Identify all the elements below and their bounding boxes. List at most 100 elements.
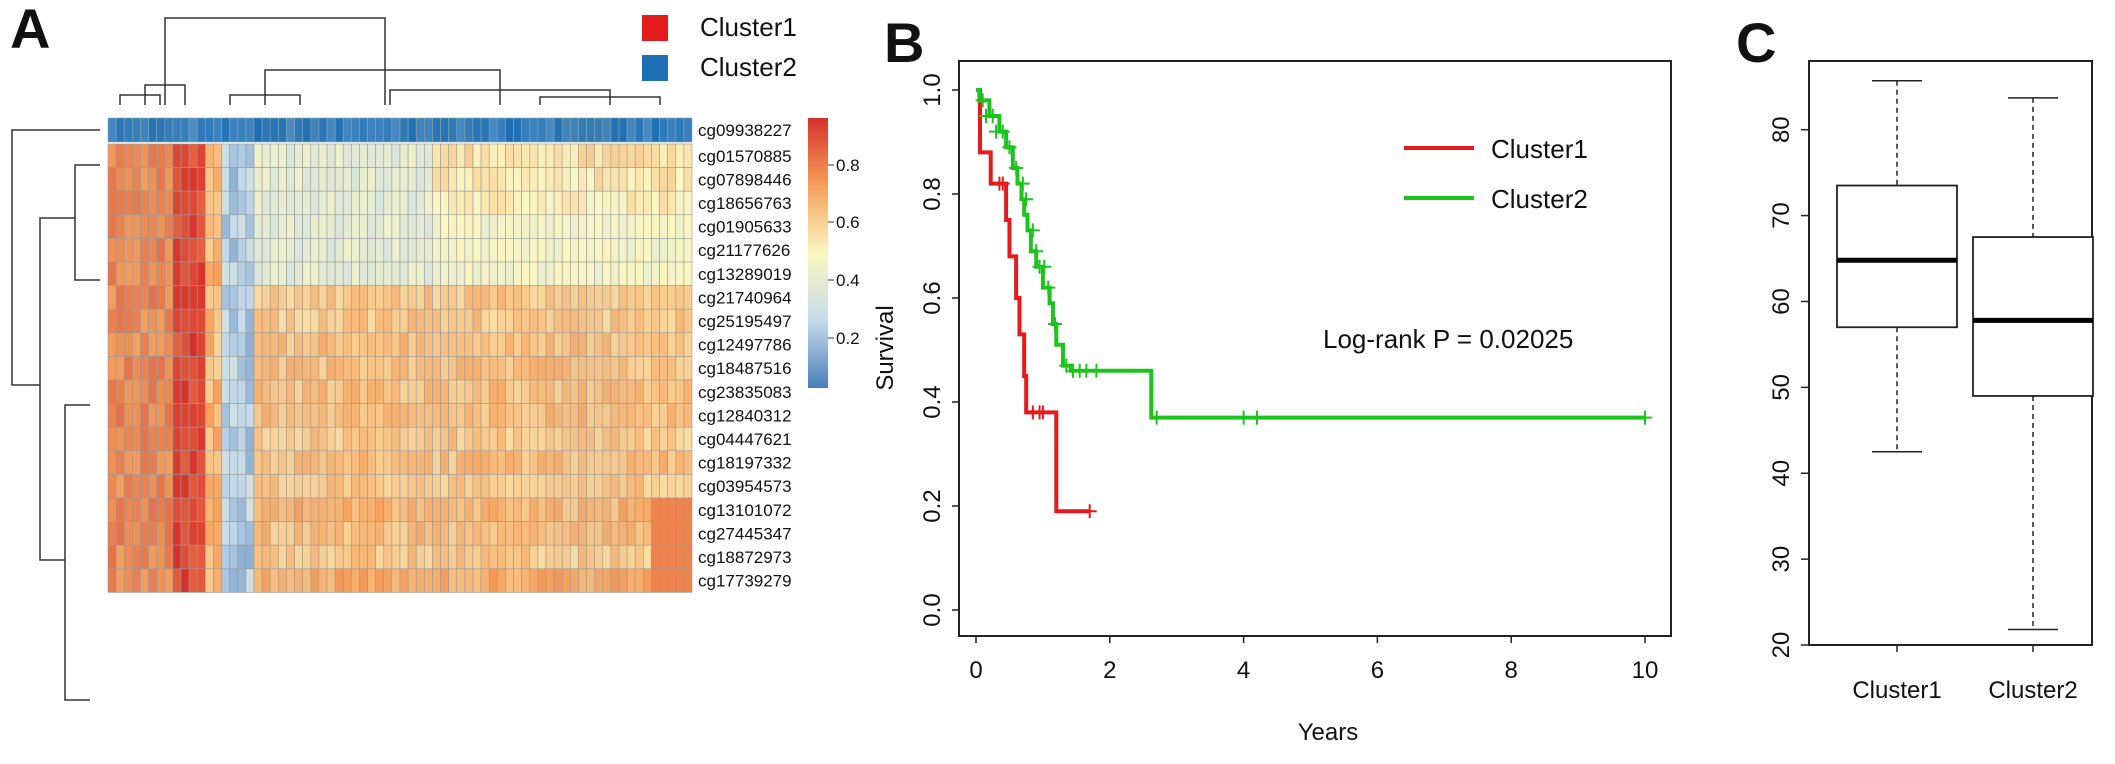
heatmap-cell <box>634 332 644 357</box>
heatmap-cell <box>180 474 190 499</box>
heatmap-cell <box>497 521 506 546</box>
heatmap-cell <box>205 568 214 593</box>
heatmap-cell <box>148 190 157 216</box>
annotation-cell <box>205 117 214 143</box>
heatmap-cell <box>683 450 693 475</box>
heatmap-cell <box>253 308 263 334</box>
heatmap-cell <box>683 403 693 428</box>
heatmap-cell <box>148 403 157 428</box>
km-x-axis: 0 2 4 6 8 10 <box>969 636 1658 684</box>
heatmap-cell <box>391 332 401 357</box>
heatmap-cell <box>229 261 239 286</box>
heatmap-cell <box>221 568 230 593</box>
annotation-cell <box>302 117 312 143</box>
heatmap-cell <box>196 143 206 168</box>
heatmap-cell <box>561 167 571 192</box>
row-label: cg12840312 <box>698 406 792 425</box>
heatmap-cell <box>545 356 555 381</box>
heatmap-cell <box>286 332 295 357</box>
heatmap-cell <box>440 214 449 239</box>
row-label: cg01905633 <box>698 218 792 237</box>
heatmap-cell <box>123 521 133 546</box>
heatmap-cell <box>286 521 295 546</box>
heatmap-cell <box>537 521 547 546</box>
heatmap-cell <box>675 403 685 428</box>
heatmap-cell <box>107 190 117 216</box>
heatmap-cell <box>286 261 295 286</box>
heatmap-cell <box>659 308 668 334</box>
heatmap-cell <box>367 261 376 286</box>
heatmap-cell <box>107 544 117 570</box>
heatmap-cell <box>399 474 409 499</box>
heatmap-cell <box>618 450 628 475</box>
heatmap-cell <box>424 190 433 216</box>
annotation-cell <box>448 117 458 143</box>
heatmap-cell <box>148 214 157 239</box>
heatmap-cell <box>188 308 198 334</box>
heatmap-cell <box>196 521 206 546</box>
km-censor-mark-cluster1 <box>1082 504 1097 519</box>
heatmap-cell <box>553 450 563 475</box>
heatmap-cell <box>359 379 368 404</box>
heatmap-cell <box>237 143 247 168</box>
heatmap-cell <box>505 450 514 475</box>
heatmap-cell <box>294 544 303 570</box>
heatmap-cell <box>675 214 685 239</box>
heatmap-cell <box>675 143 685 168</box>
heatmap-cell <box>651 497 660 522</box>
heatmap-cell <box>586 308 595 334</box>
heatmap-cell <box>245 403 255 428</box>
heatmap-cell <box>205 167 214 192</box>
heatmap-cell <box>513 308 522 334</box>
heatmap-cell <box>537 568 547 593</box>
heatmap-cell <box>570 356 579 381</box>
heatmap-cell <box>221 167 230 192</box>
heatmap-cell <box>253 450 263 475</box>
km-censor-mark-cluster2 <box>1019 192 1034 207</box>
heatmap-cell <box>213 497 222 522</box>
annotation-cell <box>545 117 555 143</box>
heatmap-cell <box>237 450 247 475</box>
heatmap-cell <box>367 426 376 452</box>
heatmap-cell <box>570 521 579 546</box>
heatmap-cell <box>643 143 652 168</box>
heatmap-cell <box>221 332 230 357</box>
heatmap-cell <box>286 238 295 263</box>
heatmap-cell <box>318 190 328 216</box>
heatmap-cell <box>156 379 166 404</box>
heatmap-cell <box>472 497 482 522</box>
heatmap-cell <box>586 332 595 357</box>
heatmap-cell <box>480 285 490 310</box>
heatmap-cell <box>464 143 474 168</box>
heatmap-cell <box>278 497 287 522</box>
heatmap-cell <box>253 426 263 452</box>
heatmap-cell <box>399 497 409 522</box>
heatmap-cell <box>667 403 677 428</box>
annotation-cell <box>456 117 466 143</box>
heatmap-cell <box>480 568 490 593</box>
heatmap-cell <box>415 238 425 263</box>
heatmap-cell <box>561 332 571 357</box>
heatmap-cell <box>626 426 636 452</box>
heatmap-cell <box>180 450 190 475</box>
heatmap-cell <box>448 450 458 475</box>
heatmap-cell <box>253 379 263 404</box>
heatmap-cell <box>432 308 441 334</box>
heatmap-cell <box>261 214 271 239</box>
heatmap-cell <box>602 308 612 334</box>
heatmap-cell <box>407 379 417 404</box>
heatmap-cell <box>407 143 417 168</box>
heatmap-cell <box>561 379 571 404</box>
heatmap-cell <box>391 379 401 404</box>
heatmap-cell <box>634 285 644 310</box>
km-censor-mark-cluster2 <box>1089 363 1104 378</box>
heatmap-cell <box>415 167 425 192</box>
heatmap-cell <box>448 190 458 216</box>
heatmap-cell <box>391 497 401 522</box>
heatmap-cell <box>326 332 336 357</box>
heatmap-cell <box>140 238 149 263</box>
heatmap-cell <box>164 497 174 522</box>
heatmap-cell <box>480 379 490 404</box>
heatmap-cell <box>318 214 328 239</box>
heatmap-cell <box>432 403 441 428</box>
